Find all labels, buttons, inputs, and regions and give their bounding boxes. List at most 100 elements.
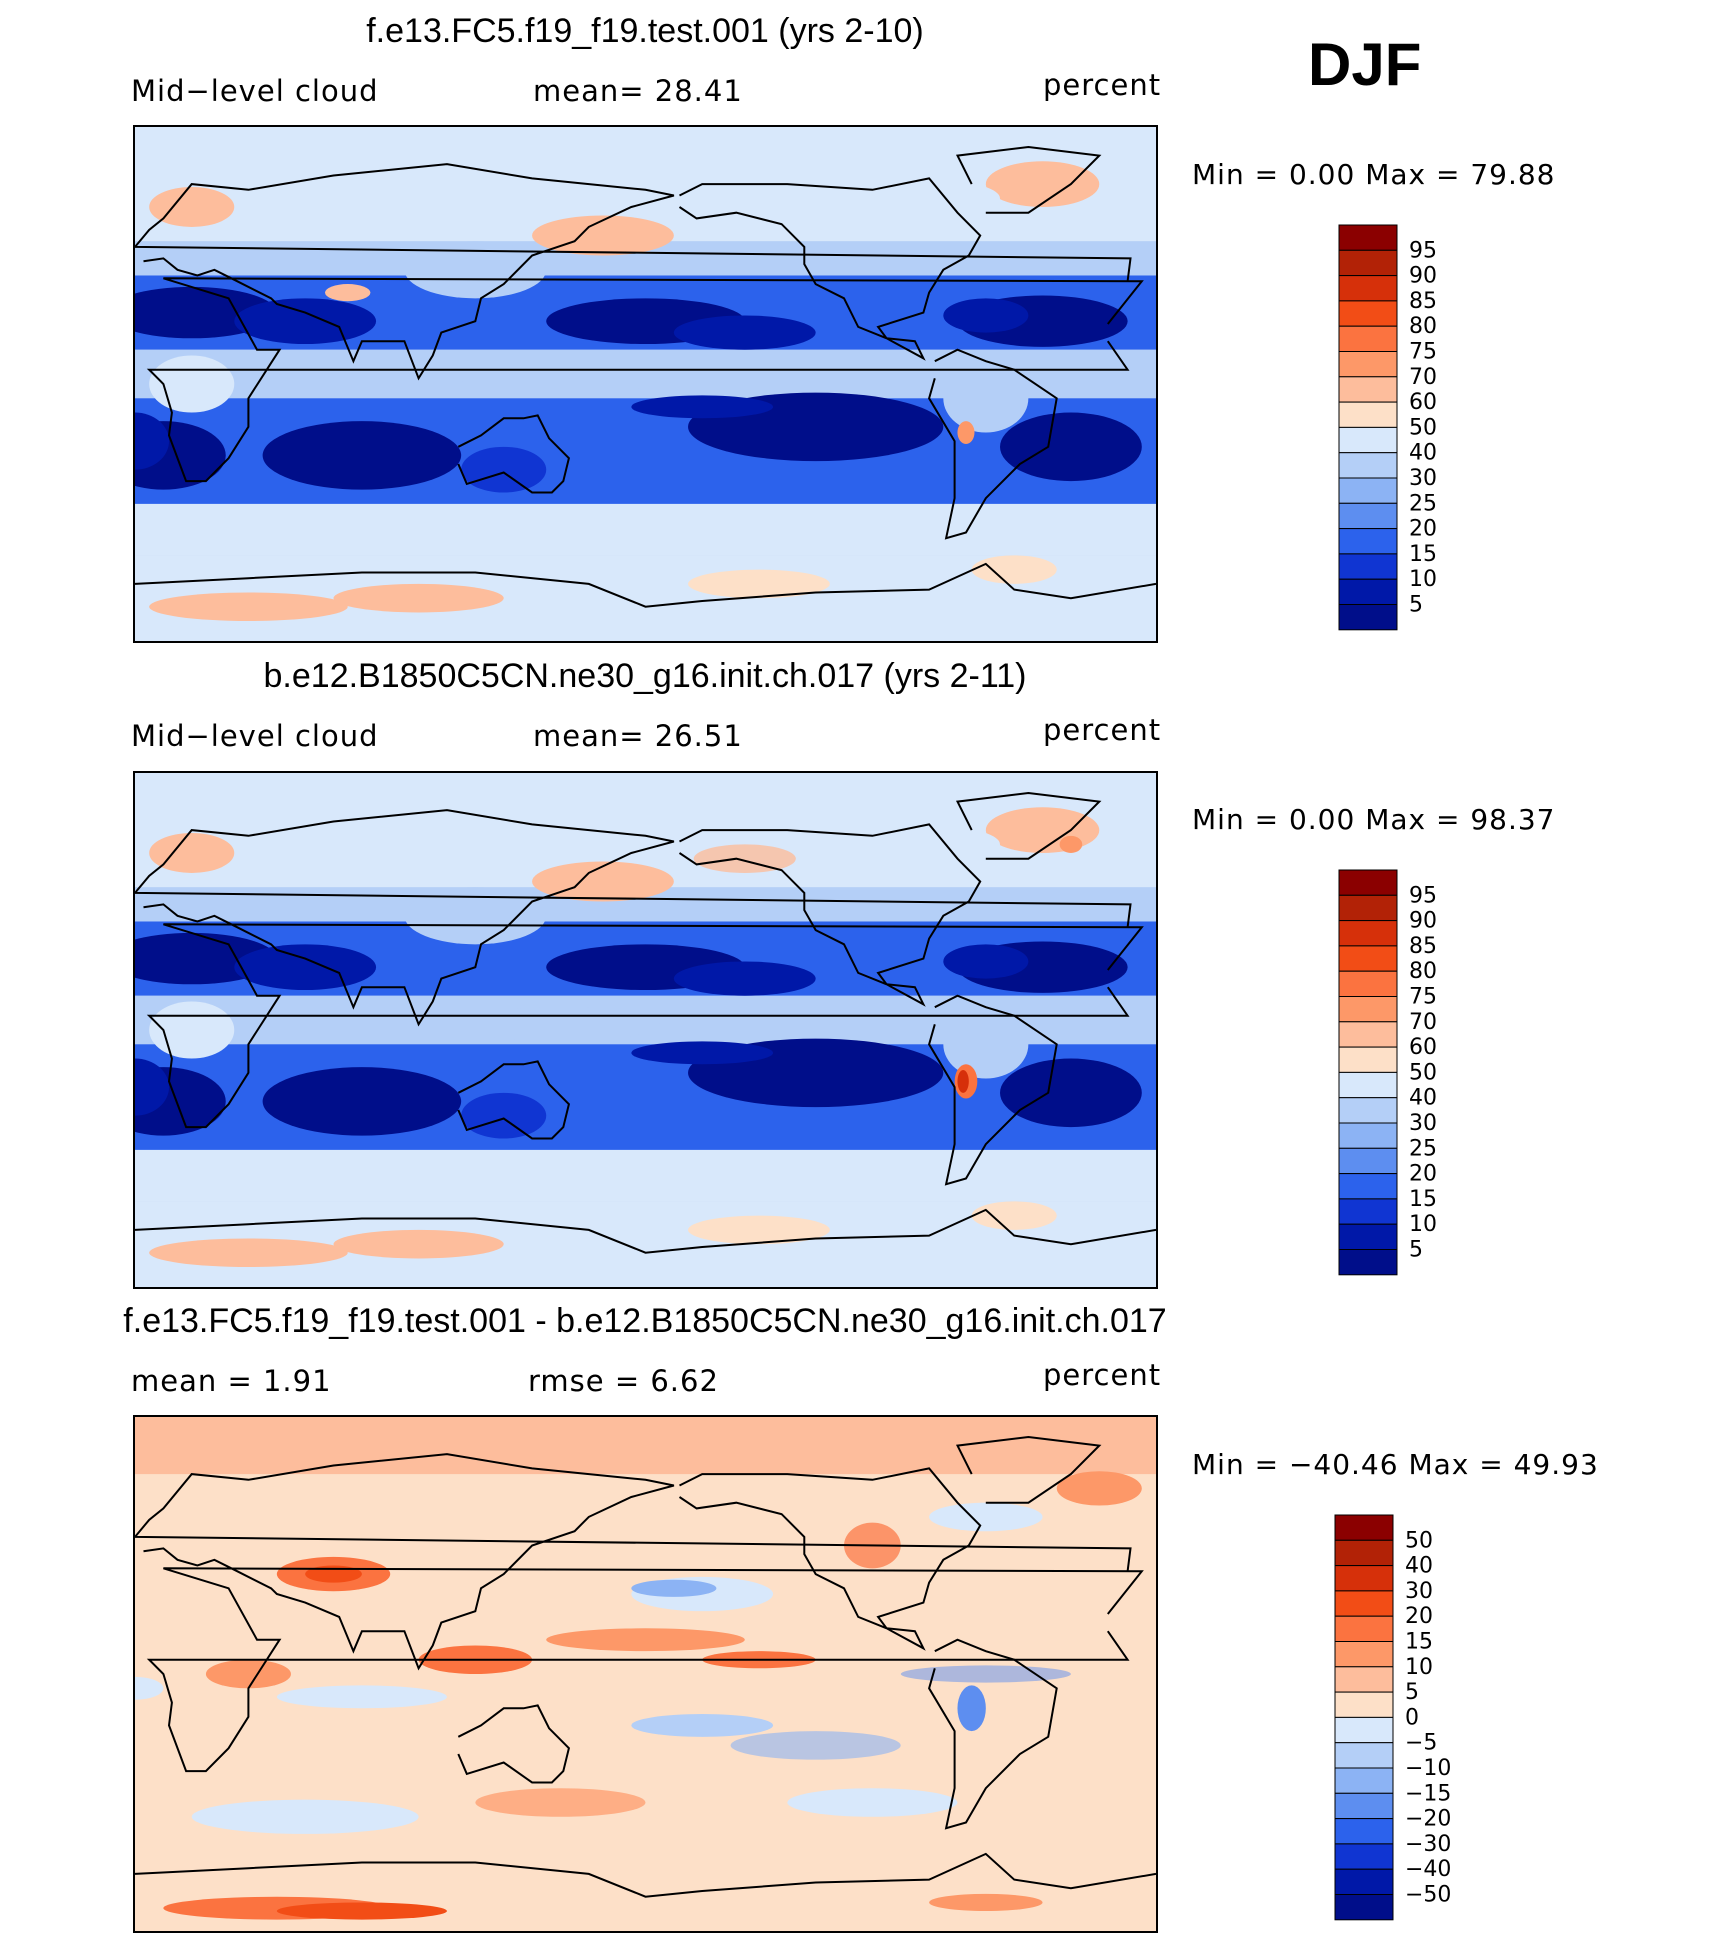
colorbar-swatch <box>1338 502 1398 530</box>
colorbar-tick-label: 5 <box>1409 593 1423 618</box>
colorbar-tick-label: 30 <box>1409 466 1437 491</box>
coastline <box>135 809 1132 1027</box>
colorbar-tick-label: 0 <box>1405 1705 1419 1730</box>
colorbar-tick-label: 5 <box>1409 1238 1423 1263</box>
coastline <box>928 348 1058 540</box>
coastline <box>135 1852 1156 1898</box>
colorbar-swatch <box>1334 1767 1394 1794</box>
colorbar-swatch <box>1338 452 1398 479</box>
colorbar-tick-label: 10 <box>1405 1655 1433 1680</box>
colorbar-swatch <box>1338 1071 1398 1099</box>
colorbar-tick-label: 50 <box>1405 1528 1433 1553</box>
coastline <box>457 1060 571 1140</box>
colorbar-swatch <box>1334 1843 1394 1870</box>
colorbar-swatch <box>1334 1691 1394 1718</box>
colorbar-swatch <box>1338 1097 1398 1124</box>
colorbar-tick-label: 80 <box>1409 314 1437 339</box>
colorbar-tick-label: −50 <box>1405 1883 1451 1908</box>
colorbar-swatch <box>1334 1514 1394 1541</box>
colorbar-swatch <box>1334 1590 1394 1617</box>
panel-1-title: f.e13.FC5.f19_f19.test.001 (yrs 2-10) <box>366 12 924 50</box>
panel-2-minmax: Min = 0.00 Max = 98.37 <box>1192 803 1556 836</box>
colorbar-tick-label: 10 <box>1409 567 1437 592</box>
panel-3-colorbar: 50 40 30 20 15 10 5 0 −5 −10 −15 −20 −30 −40 −50 <box>1333 1513 1533 1928</box>
colorbar-tick-label: 95 <box>1409 883 1437 908</box>
coastline <box>928 1638 1058 1830</box>
colorbar-swatch <box>1334 1868 1394 1896</box>
colorbar-tick-label: 75 <box>1409 985 1437 1010</box>
panel-2-mean-label: mean= 26.51 <box>533 719 743 753</box>
colorbar-tick-label: 5 <box>1405 1680 1419 1705</box>
colorbar-swatch <box>1338 376 1398 403</box>
colorbar-tick-label: 20 <box>1405 1604 1433 1629</box>
coastline <box>457 414 571 494</box>
colorbar-tick-label: 40 <box>1409 441 1437 466</box>
colorbar-tick-label: 50 <box>1409 1060 1437 1085</box>
panel-3-rmse-label: rmse = 6.62 <box>528 1364 719 1398</box>
colorbar-swatch <box>1338 970 1398 997</box>
colorbar-tick-label: −5 <box>1405 1731 1437 1756</box>
coastline <box>135 562 1156 608</box>
colorbar-tick-label: 20 <box>1409 1162 1437 1187</box>
panel-1-map <box>133 125 1158 643</box>
colorbar-swatch <box>1338 1021 1398 1048</box>
colorbar-swatch <box>1338 1173 1398 1200</box>
colorbar-swatch <box>1334 1818 1394 1845</box>
coastline <box>146 923 1144 1129</box>
colorbar-tick-label: 20 <box>1409 517 1437 542</box>
panel-1-variable-label: Mid−level cloud <box>131 74 379 108</box>
panel-2-units-label: percent <box>1043 713 1162 747</box>
panel-3-minmax: Min = −40.46 Max = 49.93 <box>1192 1448 1599 1481</box>
coastline <box>955 145 1102 214</box>
colorbar-swatch <box>1334 1716 1394 1744</box>
panel-2-map <box>133 771 1158 1289</box>
colorbar-swatch <box>1334 1641 1394 1668</box>
colorbar-tick-label: 70 <box>1409 1010 1437 1035</box>
colorbar-tick-label: 30 <box>1409 1111 1437 1136</box>
season-label: DJF <box>1308 31 1422 98</box>
coastline <box>135 163 1132 381</box>
colorbar-tick-label: 95 <box>1409 238 1437 263</box>
colorbar-tick-label: 70 <box>1409 365 1437 390</box>
colorbar-swatch <box>1338 996 1398 1023</box>
colorbar-swatch <box>1334 1666 1394 1693</box>
colorbar-tick-label: 15 <box>1409 542 1437 567</box>
colorbar-tick-label: 85 <box>1409 934 1437 959</box>
colorbar-swatch <box>1338 528 1398 555</box>
colorbar-tick-label: 85 <box>1409 289 1437 314</box>
coastline <box>928 994 1058 1186</box>
panel-2-variable-label: Mid−level cloud <box>131 719 379 753</box>
panel-3-map <box>133 1415 1158 1933</box>
coastline <box>146 1567 1144 1773</box>
colorbar-tick-label: 10 <box>1409 1212 1437 1237</box>
colorbar-swatch <box>1338 1223 1398 1251</box>
panel-1-minmax: Min = 0.00 Max = 79.88 <box>1192 158 1556 191</box>
colorbar-swatch <box>1338 1249 1398 1276</box>
colorbar-swatch <box>1334 1894 1394 1921</box>
colorbar-swatch <box>1338 1147 1398 1175</box>
colorbar-tick-label: 60 <box>1409 390 1437 415</box>
colorbar-swatch <box>1334 1742 1394 1769</box>
coastline <box>678 823 982 1007</box>
colorbar-swatch <box>1334 1615 1394 1642</box>
coastline <box>678 1467 982 1651</box>
colorbar-tick-label: −10 <box>1405 1756 1451 1781</box>
coastline <box>135 1208 1156 1254</box>
colorbar-tick-label: −15 <box>1405 1781 1451 1806</box>
colorbar-swatch <box>1338 920 1398 947</box>
colorbar-swatch <box>1338 945 1398 972</box>
coastline <box>457 1704 571 1784</box>
colorbar-swatch <box>1338 224 1398 251</box>
colorbar-swatch <box>1338 300 1398 327</box>
colorbar-swatch <box>1338 249 1398 277</box>
panel-1-colorbar: 95 90 85 80 75 70 60 50 40 30 25 20 15 10 5 <box>1337 223 1537 638</box>
colorbar-tick-label: 40 <box>1405 1554 1433 1579</box>
colorbar-swatch <box>1334 1565 1394 1592</box>
colorbar-tick-label: 50 <box>1409 415 1437 440</box>
colorbar-swatch <box>1338 604 1398 631</box>
colorbar-swatch <box>1338 325 1398 352</box>
colorbar-tick-label: 30 <box>1405 1579 1433 1604</box>
coastline <box>146 277 1144 483</box>
colorbar-swatch <box>1338 477 1398 504</box>
colorbar-tick-label: −40 <box>1405 1857 1451 1882</box>
